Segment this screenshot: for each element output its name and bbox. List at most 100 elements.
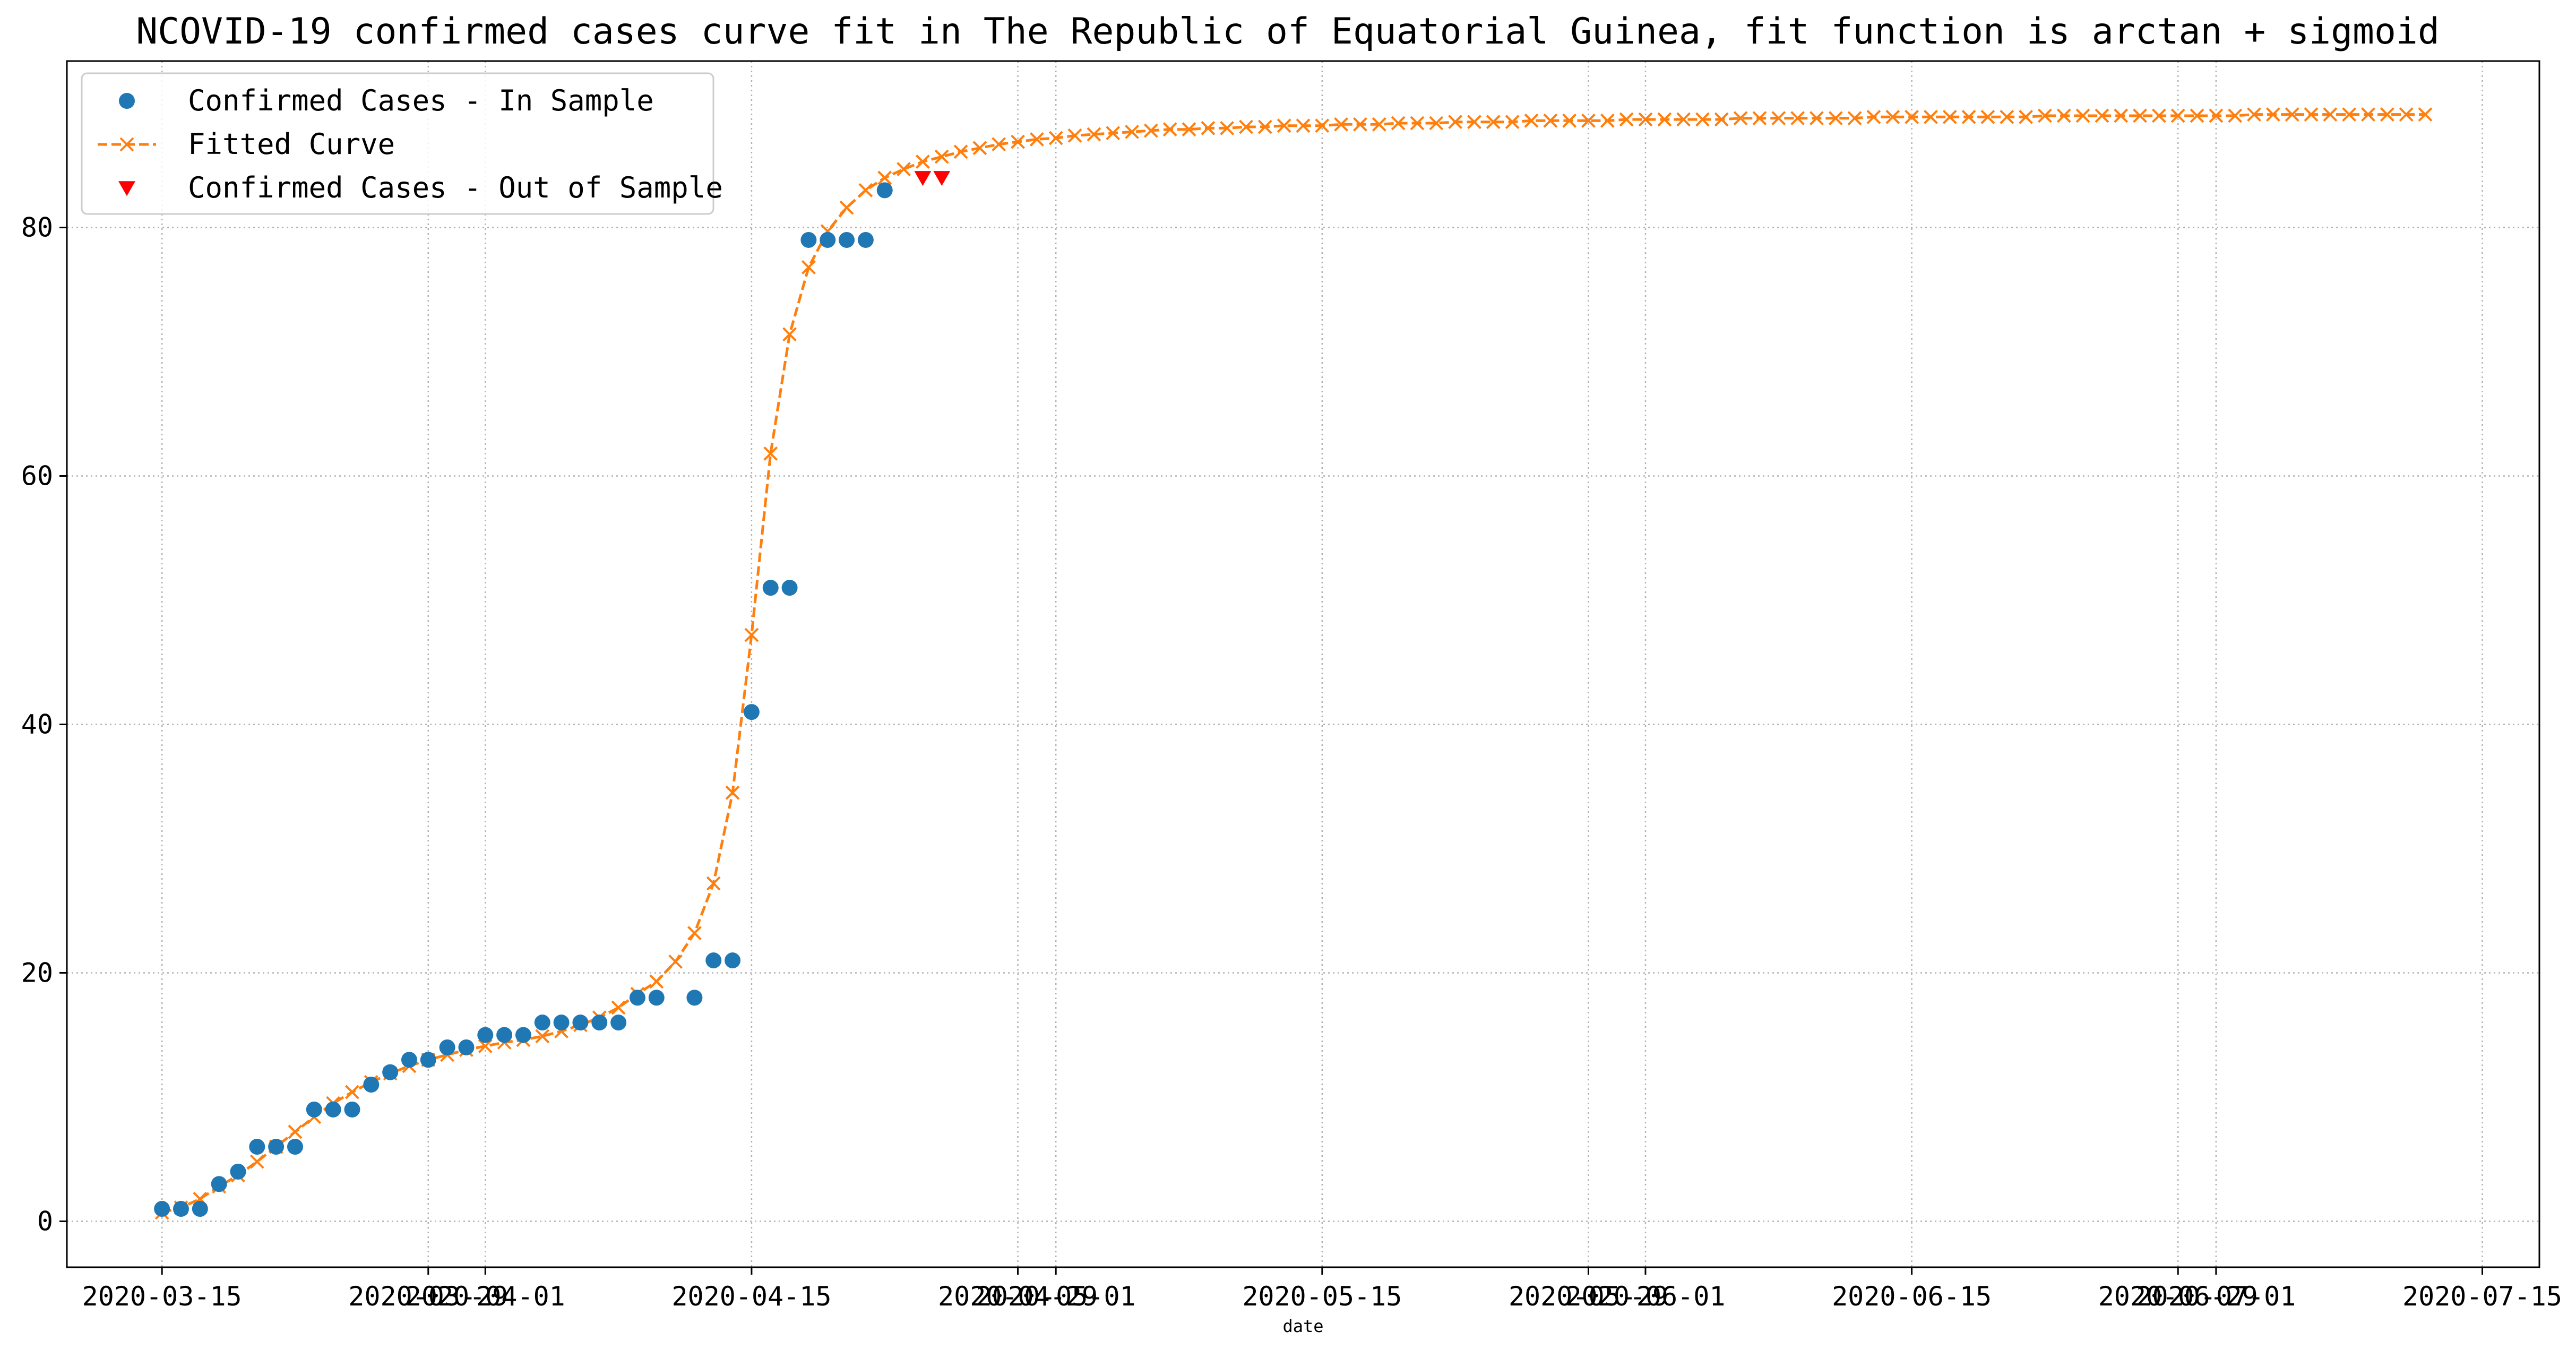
fitted-curve-marker: [2170, 108, 2185, 123]
in-sample-point: [458, 1039, 475, 1055]
fitted-curve-marker: [1029, 132, 1044, 147]
fitted-curve-marker: [1980, 109, 1995, 124]
in-sample-point: [249, 1139, 265, 1155]
in-sample-point: [725, 952, 741, 969]
in-sample-point: [211, 1176, 227, 1192]
x-tick-label: 2020-04-15: [671, 1281, 831, 1312]
fitted-curve-marker: [1562, 113, 1577, 128]
in-sample-point: [781, 580, 798, 596]
fitted-curve-marker: [2380, 107, 2394, 122]
in-sample-point: [401, 1052, 417, 1068]
in-sample-point: [686, 990, 703, 1006]
fitted-curve-marker: [249, 1154, 264, 1169]
fitted-curve-marker: [668, 954, 683, 969]
fitted-curve-marker: [897, 162, 911, 176]
fitted-curve-marker: [972, 141, 987, 156]
fitted-curve-marker: [1429, 116, 1444, 131]
fitted-curve-marker: [2418, 107, 2433, 122]
in-sample-point: [629, 990, 645, 1006]
fitted-curve-marker: [1942, 109, 1957, 124]
in-sample-point: [306, 1101, 322, 1118]
fitted-curve-marker: [2228, 108, 2243, 123]
fitted-curve-marker: [1201, 121, 1216, 135]
x-tick-label: 2020-04-29: [938, 1281, 1098, 1312]
in-sample-point: [610, 1015, 627, 1031]
x-tick-label: 2020-06-01: [1565, 1281, 1725, 1312]
grid-lines: [67, 61, 2539, 1267]
fitted-curve-marker: [744, 628, 759, 642]
fitted-curve-marker: [649, 974, 664, 989]
fitted-curve-marker: [858, 183, 873, 197]
in-sample-point: [705, 952, 722, 969]
y-tick-label: 20: [21, 957, 53, 988]
fitted-curve-marker: [763, 446, 778, 461]
fitted-curve-marker: [1486, 115, 1501, 130]
in-sample-point: [230, 1163, 246, 1180]
legend-item-out-of-sample: Confirmed Cases - Out of Sample: [118, 171, 723, 204]
in-sample-point: [439, 1039, 455, 1055]
x-tick-label: 2020-03-29: [348, 1281, 508, 1312]
in-sample-point: [572, 1015, 589, 1031]
fitted-curve-marker: [2056, 108, 2071, 123]
fitted-curve-marker: [953, 144, 968, 159]
fitted-curve-marker: [725, 785, 740, 800]
in-sample-point: [173, 1201, 189, 1217]
fitted-curve-marker: [2075, 108, 2090, 123]
fitted-curve-marker: [1733, 111, 1748, 126]
legend-item-fitted-curve: Fitted Curve: [98, 127, 395, 161]
in-sample-point: [154, 1201, 170, 1217]
fitted-curve-marker: [782, 327, 797, 342]
fitted-curve-marker: [1695, 112, 1710, 127]
in-sample-point: [515, 1027, 531, 1043]
in-sample-point: [839, 231, 855, 248]
fitted-curve-marker: [1543, 113, 1558, 128]
legend-box: [81, 72, 714, 215]
fitted-curve-marker: [1087, 127, 1101, 142]
in-sample-point: [344, 1101, 360, 1118]
y-tick-label: 40: [21, 709, 53, 740]
fitted-curve-marker: [1220, 121, 1235, 135]
fitted-curve-marker: [687, 926, 702, 940]
fitted-curve-marker: [877, 170, 892, 185]
x-tick-label: 2020-05-15: [1242, 1281, 1402, 1312]
fitted-curve-marker: [1296, 118, 1311, 133]
fitted-curve-marker: [2304, 107, 2319, 122]
fitted-curve-marker: [1334, 117, 1349, 132]
fitted-curve-marker: [1011, 134, 1025, 149]
x-tick-label: 2020-05-01: [976, 1281, 1136, 1312]
fitted-curve-line: [161, 113, 2425, 1214]
out-of-sample-point: [933, 171, 951, 186]
fitted-curve-marker: [1372, 117, 1386, 132]
fitted-curve-marker: [1638, 112, 1653, 127]
legend-marker-triangle: [118, 181, 135, 196]
fitted-curve-marker: [1143, 123, 1158, 138]
in-sample-point: [857, 231, 874, 248]
fitted-curve-marker: [1391, 116, 1406, 131]
fitted-curve-marker: [2000, 109, 2014, 124]
fitted-curve-marker: [2342, 107, 2357, 122]
fitted-curve-marker: [288, 1124, 303, 1139]
fitted-curve-marker: [992, 137, 1006, 152]
in-sample-point: [325, 1101, 341, 1118]
y-tick-label: 60: [21, 461, 53, 492]
in-sample-point: [743, 704, 760, 720]
fitted-curve-marker: [1600, 113, 1615, 128]
fitted-curve-marker: [1106, 126, 1121, 141]
in-sample-point: [496, 1027, 513, 1043]
y-tick-label: 0: [37, 1206, 53, 1236]
x-tick-label: 2020-07-15: [2402, 1281, 2562, 1312]
fitted-curve-marker: [1410, 116, 1425, 131]
in-sample-point: [268, 1139, 285, 1155]
in-sample-point: [553, 1015, 570, 1031]
in-sample-point: [762, 580, 779, 596]
fitted-curve-marker: [1771, 111, 1786, 126]
chart-title: NCOVID-19 confirmed cases curve fit in T…: [136, 11, 2440, 53]
legend-label: Fitted Curve: [188, 127, 395, 161]
fitted-curve-marker: [2265, 107, 2280, 122]
fitted-curve-marker: [1505, 115, 1520, 130]
x-tick-label: 2020-06-15: [1832, 1281, 1992, 1312]
legend-item-in-sample: Confirmed Cases - In Sample: [119, 84, 654, 117]
fitted-curve-marker: [1581, 113, 1596, 128]
fitted-curve-marker: [1315, 118, 1330, 133]
